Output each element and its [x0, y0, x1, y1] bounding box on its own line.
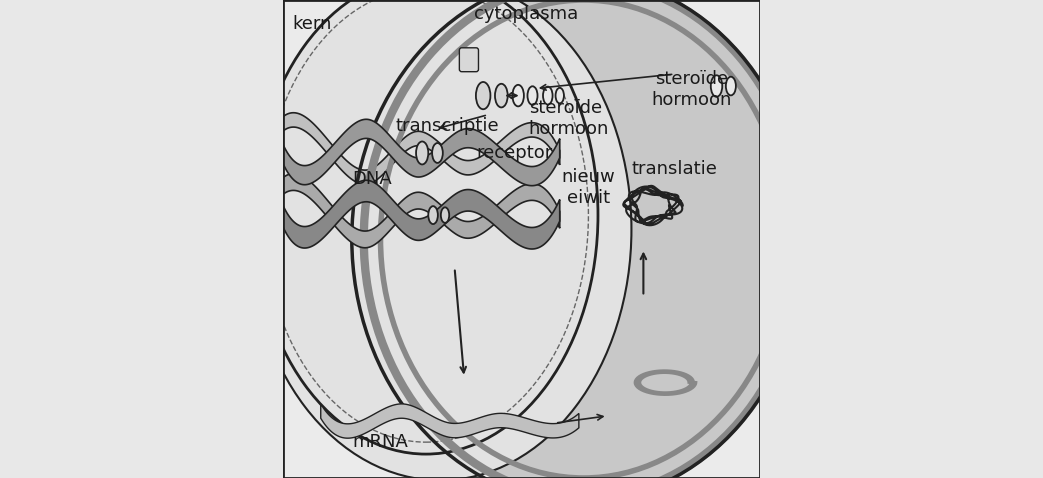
Ellipse shape: [543, 87, 553, 105]
Text: steroïde
hormoon: steroïde hormoon: [529, 99, 609, 138]
Polygon shape: [283, 180, 560, 249]
Ellipse shape: [476, 82, 490, 109]
Ellipse shape: [253, 0, 598, 454]
Ellipse shape: [710, 76, 722, 97]
Ellipse shape: [441, 207, 450, 223]
Text: translatie: translatie: [631, 161, 718, 178]
Ellipse shape: [726, 77, 736, 96]
Text: cytoplasma: cytoplasma: [474, 5, 578, 23]
Text: DNA: DNA: [351, 170, 391, 188]
Ellipse shape: [528, 86, 537, 105]
Text: steroïde
hormoon: steroïde hormoon: [651, 70, 731, 109]
Text: nieuw
eiwit: nieuw eiwit: [561, 168, 615, 207]
Polygon shape: [283, 113, 560, 185]
Polygon shape: [321, 404, 579, 438]
Ellipse shape: [357, 0, 801, 478]
Ellipse shape: [432, 143, 443, 163]
Ellipse shape: [416, 141, 429, 164]
Ellipse shape: [512, 85, 524, 107]
Polygon shape: [283, 174, 560, 248]
Text: mRNA: mRNA: [353, 433, 409, 451]
Ellipse shape: [495, 84, 508, 108]
FancyBboxPatch shape: [459, 48, 479, 72]
Ellipse shape: [429, 206, 438, 224]
Ellipse shape: [249, 0, 631, 478]
Text: transcriptie: transcriptie: [395, 118, 500, 135]
Ellipse shape: [556, 88, 564, 103]
Text: kern: kern: [292, 15, 332, 33]
Polygon shape: [283, 120, 560, 185]
Text: receptor: receptor: [476, 144, 553, 162]
